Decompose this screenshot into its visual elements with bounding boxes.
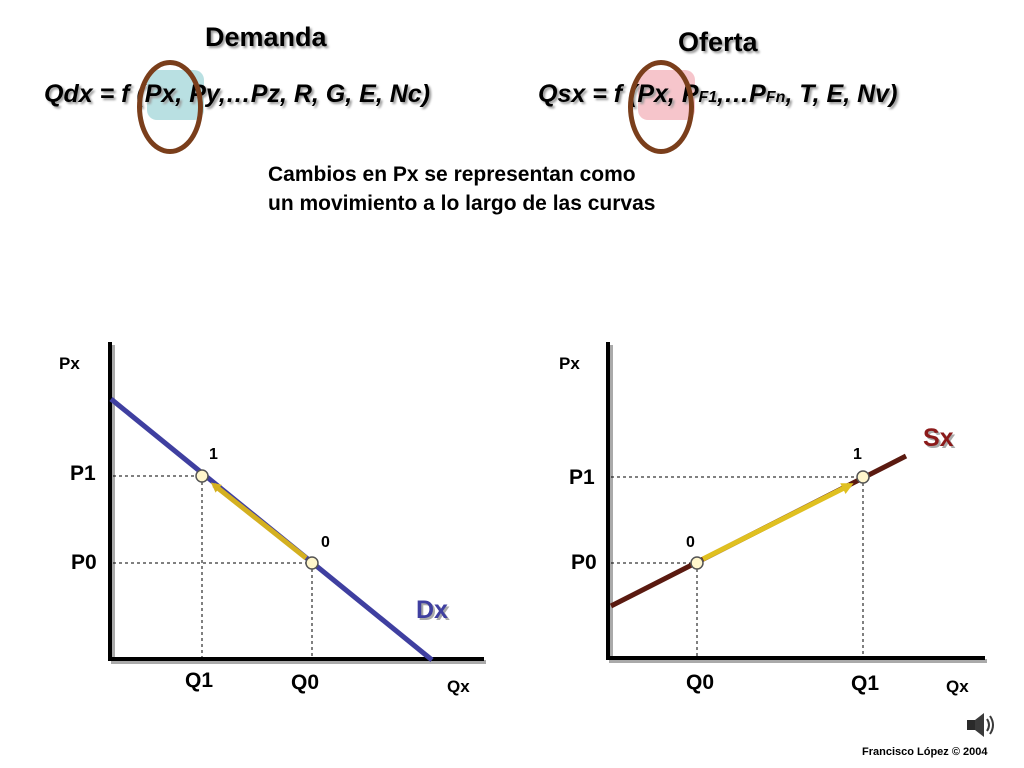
demand-movement-arrow	[210, 482, 308, 560]
supply-formula-f1: F1	[698, 89, 718, 106]
supply-point-0	[690, 556, 704, 570]
demand-point-1	[195, 469, 209, 483]
supply-formula-dots: ,…P	[717, 80, 766, 108]
demand-p1-label: P1	[70, 462, 96, 485]
movement-note: Cambios en Px se representan como un mov…	[268, 160, 655, 218]
supply-formula-rest: , T, E, Nv)	[785, 80, 898, 108]
supply-p0-label: P0	[571, 551, 597, 574]
supply-px-ring	[628, 60, 694, 154]
supply-point1-label: 1	[853, 446, 862, 463]
supply-q0-label: Q0	[686, 671, 714, 694]
demand-point-0	[305, 556, 319, 570]
demand-point0-label: 0	[321, 534, 330, 551]
demand-p0-label: P0	[71, 551, 97, 574]
demand-px-ring	[137, 60, 203, 154]
demand-y-axis-label: Px	[59, 354, 80, 373]
supply-x-axis-label: Qx	[946, 677, 969, 696]
supply-graph: Px Qx P1 P0 Q0 Q1 1 0 Sx Sx	[559, 342, 987, 696]
supply-q1-label: Q1	[851, 672, 879, 695]
credit-text: Francisco López © 2004	[862, 746, 988, 758]
supply-y-axis-label: Px	[559, 354, 580, 373]
demand-formula-rest: Py,…Pz, R, G, E, Nc)	[182, 80, 430, 108]
supply-formula-lhs: Qsx = f (	[538, 80, 638, 108]
movement-note-line1: Cambios en Px se representan como	[268, 163, 636, 186]
demand-q0-label: Q0	[291, 671, 319, 694]
movement-note-line2: un movimiento a lo largo de las curvas	[268, 192, 656, 215]
supply-p1-label: P1	[569, 466, 595, 489]
demand-curve-label: Dx	[416, 596, 448, 624]
demand-curve-label-shadow: Dx	[418, 598, 450, 626]
demand-graph: Px Qx P1 P0 Q1 Q0 1 0 Dx Dx	[59, 342, 486, 696]
demand-point1-label: 1	[209, 446, 218, 463]
supply-formula-fn: Fn	[765, 89, 786, 106]
supply-point-1	[856, 470, 870, 484]
supply-point0-label: 0	[686, 534, 695, 551]
speaker-icon[interactable]	[964, 708, 998, 747]
supply-curve-label-shadow: Sx	[925, 426, 956, 454]
demand-q1-label: Q1	[185, 669, 213, 692]
supply-curve-label: Sx	[923, 424, 954, 452]
supply-movement-arrow	[701, 482, 854, 562]
demand-x-axis-label: Qx	[447, 677, 470, 696]
demand-heading: Demanda	[205, 22, 327, 52]
demand-formula-lhs: Qdx = f (	[44, 80, 145, 108]
supply-heading: Oferta	[678, 27, 758, 57]
